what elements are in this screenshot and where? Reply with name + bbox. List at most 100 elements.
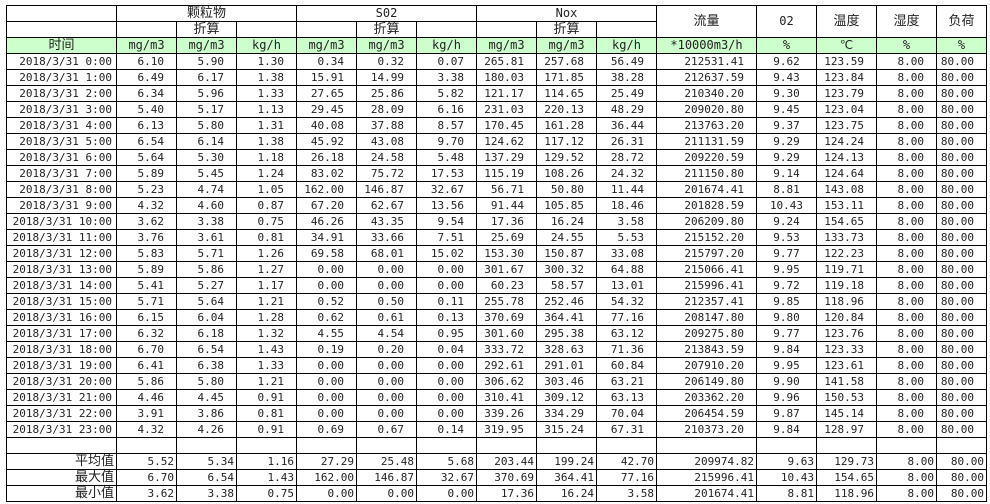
value-cell: 123.33 — [816, 341, 877, 358]
time-cell: 2018/3/31 15:00 — [6, 293, 117, 310]
value-cell: 3.58 — [596, 213, 657, 230]
value-cell: 8.00 — [876, 133, 937, 150]
value-cell: 43.35 — [356, 213, 417, 230]
value-cell: 9.62 — [756, 53, 817, 70]
value-cell: 6.16 — [416, 101, 477, 118]
value-cell: 123.79 — [816, 85, 877, 102]
value-cell: 213843.59 — [656, 341, 757, 358]
time-cell: 2018/3/31 22:00 — [6, 405, 117, 422]
value-cell: 4.32 — [116, 197, 177, 214]
value-cell: 143.08 — [816, 181, 877, 198]
value-cell: 215066.41 — [656, 261, 757, 278]
summary-value: 199.24 — [536, 453, 597, 470]
value-cell: 5.90 — [176, 53, 237, 70]
value-cell: 0.00 — [296, 405, 357, 422]
value-cell: 154.65 — [816, 213, 877, 230]
value-cell: 8.00 — [876, 277, 937, 294]
table-row: 2018/3/31 7:00 5.89 5.45 1.24 83.02 75.72 17.5… — [6, 165, 987, 182]
value-cell: 8.00 — [876, 149, 937, 166]
value-cell: 265.81 — [476, 53, 537, 70]
value-cell: 145.14 — [816, 405, 877, 422]
value-cell: 0.14 — [416, 421, 477, 438]
value-cell: 0.52 — [296, 293, 357, 310]
value-cell: 117.12 — [536, 133, 597, 150]
value-cell: 8.00 — [876, 325, 937, 342]
summary-value: 3.38 — [176, 485, 237, 502]
value-cell: 128.97 — [816, 421, 877, 438]
value-cell: 9.53 — [756, 229, 817, 246]
value-cell: 203362.20 — [656, 389, 757, 406]
value-cell: 210340.20 — [656, 85, 757, 102]
empty-cell — [476, 437, 537, 454]
value-cell: 43.08 — [356, 133, 417, 150]
header-load: 负荷 — [936, 5, 987, 38]
value-cell: 0.00 — [296, 261, 357, 278]
value-cell: 6.38 — [176, 357, 237, 374]
value-cell: 212357.41 — [656, 293, 757, 310]
unit-cell: % — [876, 37, 937, 54]
value-cell: 1.33 — [236, 357, 297, 374]
header-time: 时间 — [6, 37, 117, 54]
value-cell: 1.30 — [236, 53, 297, 70]
value-cell: 5.53 — [596, 229, 657, 246]
value-cell: 220.13 — [536, 101, 597, 118]
value-cell: 213763.20 — [656, 117, 757, 134]
value-cell: 0.00 — [416, 373, 477, 390]
value-cell: 0.95 — [416, 325, 477, 342]
value-cell: 0.91 — [236, 421, 297, 438]
value-cell: 6.04 — [176, 309, 237, 326]
value-cell: 0.00 — [416, 261, 477, 278]
header-cell-empty — [296, 21, 357, 38]
time-cell: 2018/3/31 23:00 — [6, 421, 117, 438]
table-row: 2018/3/31 14:00 5.41 5.27 1.17 0.00 0.00 0.00 6… — [6, 277, 987, 294]
value-cell: 91.44 — [476, 197, 537, 214]
value-cell: 8.00 — [876, 357, 937, 374]
value-cell: 80.00 — [936, 245, 987, 262]
value-cell: 8.00 — [876, 309, 937, 326]
value-cell: 8.00 — [876, 53, 937, 70]
header-row-converted: 折算 折算 折算 — [6, 21, 987, 38]
table-row: 2018/3/31 22:00 3.91 3.86 0.81 0.00 0.00 0.00 3… — [6, 405, 987, 422]
value-cell: 9.70 — [416, 133, 477, 150]
value-cell: 24.32 — [596, 165, 657, 182]
value-cell: 80.00 — [936, 421, 987, 438]
table-row: 2018/3/31 16:00 6.15 6.04 1.28 0.62 0.61 0.13 3… — [6, 309, 987, 326]
value-cell: 54.32 — [596, 293, 657, 310]
value-cell: 56.71 — [476, 181, 537, 198]
value-cell: 5.96 — [176, 85, 237, 102]
value-cell: 333.72 — [476, 341, 537, 358]
value-cell: 1.38 — [236, 133, 297, 150]
table-row: 2018/3/31 20:00 5.86 5.80 1.21 0.00 0.00 0.00 3… — [6, 373, 987, 390]
value-cell: 0.00 — [296, 373, 357, 390]
value-cell: 46.26 — [296, 213, 357, 230]
value-cell: 315.24 — [536, 421, 597, 438]
value-cell: 80.00 — [936, 181, 987, 198]
value-cell: 108.26 — [536, 165, 597, 182]
value-cell: 0.50 — [356, 293, 417, 310]
time-cell: 2018/3/31 0:00 — [6, 53, 117, 70]
summary-value: 8.00 — [876, 469, 937, 486]
value-cell: 0.75 — [236, 213, 297, 230]
value-cell: 291.01 — [536, 357, 597, 374]
value-cell: 1.21 — [236, 293, 297, 310]
value-cell: 252.46 — [536, 293, 597, 310]
value-cell: 0.34 — [296, 53, 357, 70]
value-cell: 212637.59 — [656, 69, 757, 86]
value-cell: 133.73 — [816, 229, 877, 246]
unit-cell: mg/m3 — [476, 37, 537, 54]
value-cell: 56.49 — [596, 53, 657, 70]
value-cell: 10.43 — [756, 197, 817, 214]
value-cell: 6.17 — [176, 69, 237, 86]
value-cell: 206454.59 — [656, 405, 757, 422]
header-cell-empty — [596, 21, 657, 38]
value-cell: 0.20 — [356, 341, 417, 358]
value-cell: 150.53 — [816, 389, 877, 406]
table-row: 2018/3/31 0:00 6.10 5.90 1.30 0.34 0.32 0.07 26… — [6, 53, 987, 70]
summary-value: 0.00 — [356, 485, 417, 502]
table-row: 2018/3/31 13:00 5.89 5.86 1.27 0.00 0.00 0.00 3… — [6, 261, 987, 278]
value-cell: 150.87 — [536, 245, 597, 262]
summary-row: 平均值 5.52 5.34 1.16 27.29 25.48 5.68 203.44 199.2… — [6, 453, 987, 470]
emissions-data-table: 颗粒物 S02 Nox 流量 02 温度 湿度 负荷 折算 折算 折算 时间 m… — [6, 5, 987, 502]
value-cell: 0.00 — [416, 405, 477, 422]
value-cell: 64.88 — [596, 261, 657, 278]
